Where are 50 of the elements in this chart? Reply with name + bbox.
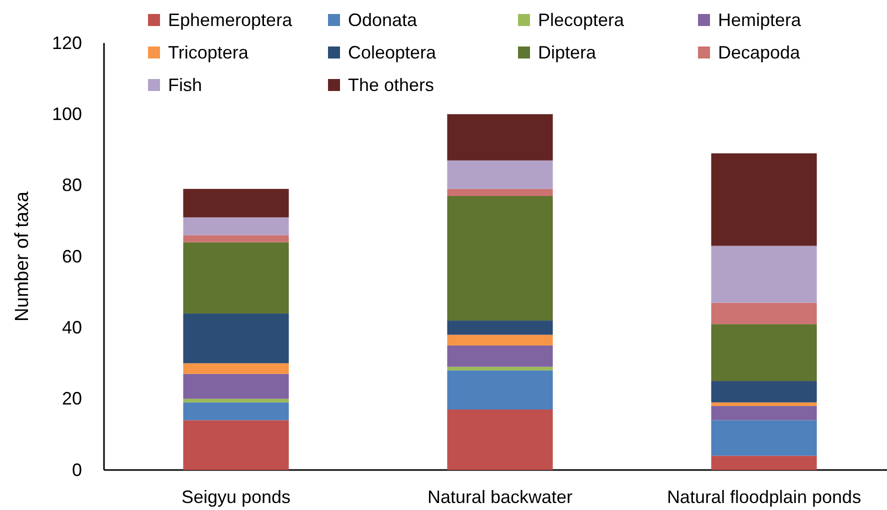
bar xyxy=(447,334,553,346)
bar xyxy=(711,406,817,420)
bar xyxy=(183,188,289,218)
y-tick-label: 100 xyxy=(52,104,82,124)
bar xyxy=(711,246,817,303)
legend-label: Plecoptera xyxy=(538,10,626,30)
bar xyxy=(447,160,553,189)
legend-label: Coleoptera xyxy=(348,42,438,62)
bar xyxy=(711,456,817,470)
legend-label: Tricoptera xyxy=(168,42,250,62)
legend-label: Hemiptera xyxy=(718,10,802,30)
bar xyxy=(183,235,289,242)
bar xyxy=(447,410,553,470)
bar xyxy=(447,366,553,370)
bar xyxy=(711,153,817,246)
y-tick-label: 40 xyxy=(62,317,82,338)
bar xyxy=(447,114,553,160)
x-tick-label: Natural floodplain ponds xyxy=(666,486,862,507)
legend-label: Diptera xyxy=(538,42,598,62)
x-tick-label: Natural backwater xyxy=(427,486,573,507)
y-axis-title: Number of taxa xyxy=(12,191,33,322)
bar xyxy=(447,320,553,335)
bar xyxy=(183,420,289,470)
y-tick-label: 60 xyxy=(62,246,82,266)
bar xyxy=(183,313,289,364)
y-tick-label: 20 xyxy=(62,388,82,409)
bar xyxy=(447,196,553,321)
y-tick-label: 0 xyxy=(72,460,82,480)
x-tick-label: Seigyu ponds xyxy=(181,486,291,507)
y-tick-label: 80 xyxy=(62,175,82,196)
bar xyxy=(183,374,289,399)
legend-label: Decapoda xyxy=(718,42,802,62)
bar xyxy=(711,381,817,402)
y-tick-label: 120 xyxy=(52,32,82,53)
legend-label: Fish xyxy=(168,75,202,95)
bar xyxy=(711,420,817,456)
bar xyxy=(183,398,289,402)
bar xyxy=(183,402,289,420)
bar xyxy=(447,345,553,367)
legend-label: The others xyxy=(348,75,434,95)
bar xyxy=(711,324,817,382)
bar xyxy=(447,370,553,410)
bar xyxy=(183,363,289,374)
bar xyxy=(711,402,817,406)
bar xyxy=(183,217,289,236)
legend-label: Odonata xyxy=(348,10,418,30)
legend-label: Ephemeroptera xyxy=(168,10,294,30)
bar xyxy=(447,188,553,196)
bar xyxy=(183,242,289,314)
bar xyxy=(711,302,817,324)
